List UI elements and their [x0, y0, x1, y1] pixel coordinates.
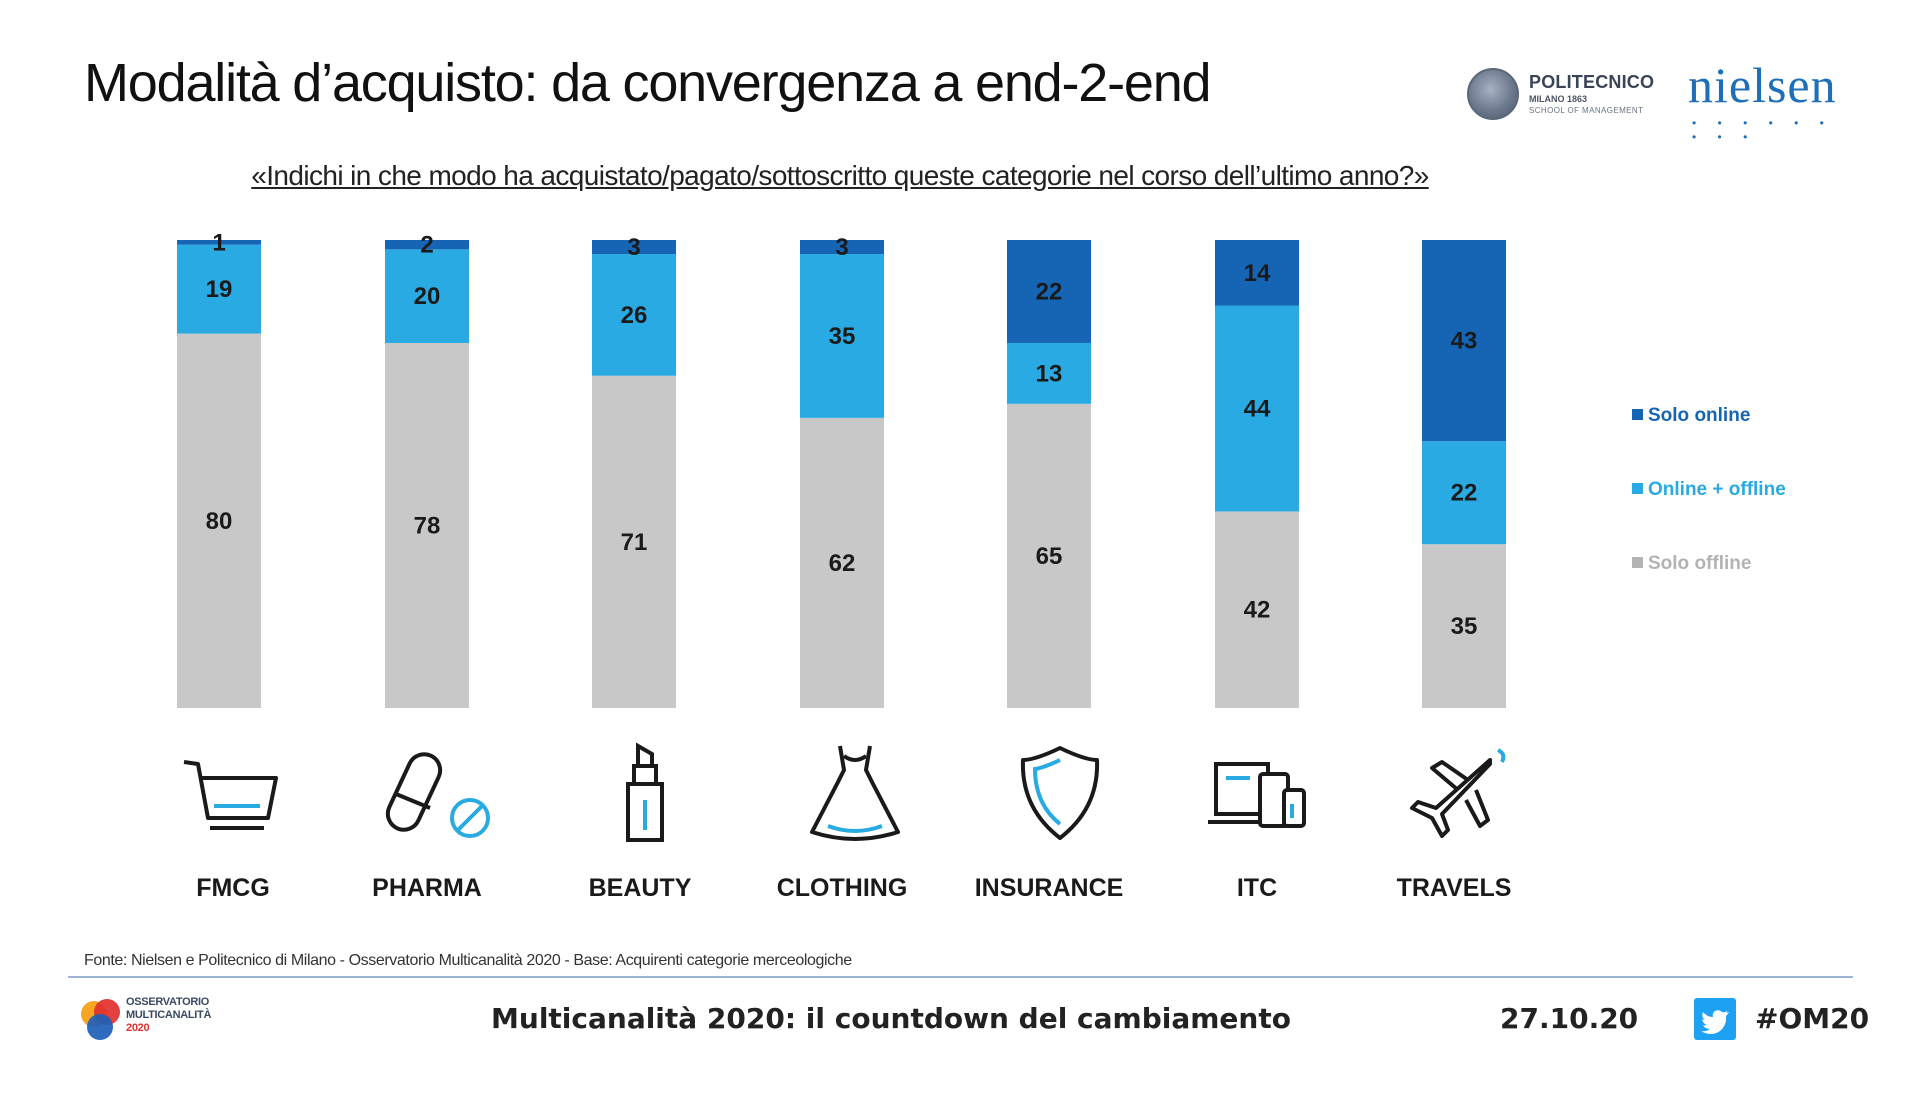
- bar-segment-insurance-solo-offline: [1007, 403, 1091, 708]
- politecnico-sub2: SCHOOL OF MANAGEMENT: [1529, 106, 1644, 115]
- bar-segment-fmcg-online-offline: [177, 244, 261, 334]
- data-label-itc-solo-online: 14: [1244, 260, 1271, 287]
- airplane-icon: [1410, 748, 1506, 838]
- nielsen-logo: nielsen • • • • • • • • •: [1688, 56, 1848, 144]
- politecnico-sub1: MILANO 1863: [1529, 94, 1588, 104]
- data-label-pharma-online-offline: 20: [414, 283, 441, 310]
- category-label-fmcg: FMCG: [196, 874, 270, 902]
- data-label-clothing-solo-online: 3: [835, 234, 848, 261]
- data-label-fmcg-online-offline: 19: [206, 276, 233, 303]
- bar-segment-clothing-solo-online: [800, 240, 884, 255]
- data-label-insurance-solo-online: 22: [1036, 278, 1063, 305]
- osservatorio-line2: MULTICANALITÀ: [126, 1009, 212, 1021]
- osservatorio-logo-icon: [81, 999, 120, 1040]
- data-label-beauty-solo-offline: 71: [621, 529, 648, 556]
- bar-segment-beauty-solo-online: [592, 240, 676, 255]
- legend-item-online-offline: Online + offline: [1632, 479, 1786, 501]
- category-label-itc: ITC: [1236, 874, 1278, 902]
- footer-divider: [68, 976, 1853, 978]
- data-label-beauty-online-offline: 26: [621, 302, 648, 329]
- bar-segment-itc-solo-online: [1215, 240, 1299, 306]
- bar-segment-itc-online-offline: [1215, 305, 1299, 512]
- politecnico-logo: POLITECNICO MILANO 1863 SCHOOL OF MANAGE…: [1467, 66, 1657, 122]
- footer-date: 27.10.20: [1500, 1002, 1639, 1035]
- legend-swatch-online-offline: [1632, 483, 1643, 494]
- osservatorio-text: OSSERVATORIO MULTICANALITÀ 2020: [126, 996, 211, 1035]
- osservatorio-line3: 2020: [126, 1022, 150, 1034]
- legend-swatch-solo-offline: [1632, 557, 1643, 568]
- nielsen-wordmark: nielsen: [1688, 57, 1837, 113]
- category-label-pharma: PHARMA: [372, 874, 482, 902]
- osservatorio-line1: OSSERVATORIO: [126, 996, 209, 1008]
- page-title: Modalità d’acquisto: da convergenza a en…: [84, 53, 1212, 113]
- bar-segment-beauty-solo-offline: [592, 375, 676, 708]
- data-label-fmcg-solo-offline: 80: [206, 508, 233, 535]
- legend-item-solo-online: Solo online: [1632, 405, 1750, 427]
- data-label-itc-solo-offline: 42: [1244, 597, 1271, 624]
- data-label-pharma-solo-offline: 78: [414, 512, 441, 539]
- data-label-clothing-online-offline: 35: [829, 323, 856, 350]
- twitter-icon[interactable]: [1694, 998, 1736, 1040]
- data-label-insurance-online-offline: 13: [1036, 360, 1063, 387]
- data-label-pharma-solo-online: 2: [420, 232, 433, 259]
- data-label-beauty-solo-online: 3: [627, 234, 640, 261]
- osservatorio-logo: OSSERVATORIO MULTICANALITÀ 2020: [78, 992, 238, 1048]
- bar-segment-insurance-online-offline: [1007, 342, 1091, 404]
- politecnico-seal-icon: [1467, 68, 1519, 120]
- bar-segment-travels-solo-offline: [1422, 544, 1506, 708]
- bar-segment-beauty-online-offline: [592, 254, 676, 376]
- bar-segment-insurance-solo-online: [1007, 240, 1091, 343]
- footer-event-title: Multicanalità 2020: il countdown del cam…: [491, 1002, 1291, 1035]
- lipstick-icon: [626, 742, 664, 842]
- dress-icon: [810, 745, 900, 841]
- hashtag[interactable]: #OM20: [1755, 1002, 1870, 1035]
- legend-label-online-offline: Online + offline: [1648, 479, 1786, 500]
- data-label-travels-online-offline: 22: [1451, 480, 1478, 507]
- category-label-travels: TRAVELS: [1396, 874, 1512, 902]
- category-label-beauty: BEAUTY: [588, 874, 692, 902]
- shield-icon: [1020, 746, 1100, 840]
- bar-segment-pharma-online-offline: [385, 249, 469, 343]
- bar-segment-travels-solo-online: [1422, 240, 1506, 442]
- bar-segment-clothing-online-offline: [800, 254, 884, 418]
- bar-segment-pharma-solo-offline: [385, 342, 469, 708]
- bar-segment-fmcg-solo-offline: [177, 333, 261, 708]
- data-label-insurance-solo-offline: 65: [1036, 543, 1063, 570]
- data-label-fmcg-solo-online: 1: [212, 229, 225, 256]
- bar-segment-fmcg-solo-online: [177, 240, 261, 245]
- legend-item-solo-offline: Solo offline: [1632, 553, 1751, 575]
- nielsen-dots: • • • • • • • • •: [1692, 116, 1833, 144]
- data-label-travels-solo-online: 43: [1451, 328, 1478, 355]
- bar-segment-clothing-solo-offline: [800, 417, 884, 708]
- pill-icon: [385, 752, 490, 838]
- bar-segment-itc-solo-offline: [1215, 511, 1299, 708]
- twitter-bird-icon: [1701, 1010, 1729, 1034]
- devices-icon: [1208, 762, 1306, 828]
- category-label-insurance: INSURANCE: [974, 874, 1124, 902]
- category-label-clothing: CLOTHING: [776, 874, 908, 902]
- data-label-itc-online-offline: 44: [1244, 395, 1271, 422]
- bar-segment-pharma-solo-online: [385, 240, 469, 250]
- bar-segment-travels-online-offline: [1422, 441, 1506, 545]
- legend-label-solo-online: Solo online: [1648, 405, 1751, 426]
- survey-question: «Indichi in che modo ha acquistato/pagat…: [251, 160, 1429, 191]
- legend-swatch-solo-online: [1632, 409, 1643, 420]
- shopping-cart-icon: [183, 760, 278, 830]
- legend-label-solo-offline: Solo offline: [1648, 553, 1752, 574]
- data-label-clothing-solo-offline: 62: [829, 550, 856, 577]
- data-label-travels-solo-offline: 35: [1451, 613, 1478, 640]
- politecnico-name: POLITECNICO: [1529, 72, 1655, 92]
- source-note: Fonte: Nielsen e Politecnico di Milano -…: [84, 952, 852, 969]
